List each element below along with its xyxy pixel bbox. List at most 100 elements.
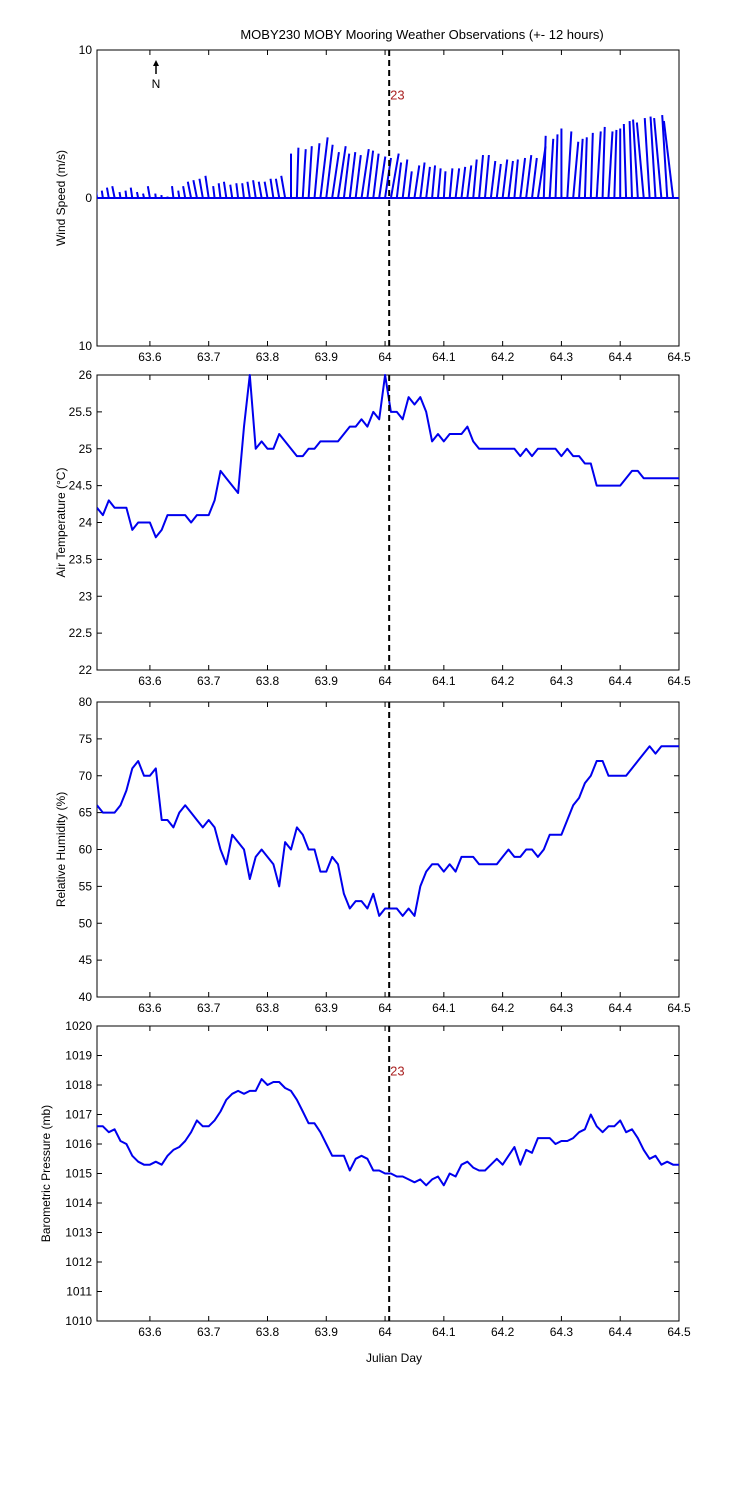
x-tick-label: 63.9: [315, 350, 339, 364]
y-axis-label: Wind Speed (m/s): [54, 150, 68, 246]
x-tick-label: 64.2: [491, 674, 515, 688]
wind-stick: [192, 180, 198, 199]
y-tick-label: 1013: [65, 1226, 92, 1240]
wind-stick: [313, 143, 321, 199]
x-tick-label: 64.3: [550, 350, 574, 364]
x-tick-label: 64.4: [609, 1325, 633, 1339]
wind-stick: [635, 122, 645, 199]
x-tick-label: 64.5: [667, 674, 691, 688]
y-tick-label: 1017: [65, 1108, 92, 1122]
wind-stick: [613, 129, 618, 199]
north-label: N: [152, 77, 161, 91]
wind-stick: [572, 141, 580, 199]
wind-stick: [653, 117, 663, 199]
y-tick-label: 75: [79, 732, 93, 746]
y-tick-label: 1014: [65, 1196, 92, 1210]
wind-stick: [177, 190, 181, 199]
y-tick-label: 22.5: [69, 626, 93, 640]
wind-stick: [182, 185, 187, 199]
wind-stick: [124, 190, 128, 199]
wind-stick: [607, 131, 614, 199]
y-tick-label: 70: [79, 769, 93, 783]
wind-stick: [622, 123, 628, 199]
wind-stick: [419, 162, 426, 199]
x-tick-label: 64.2: [491, 1001, 515, 1015]
wind-stick: [217, 183, 222, 199]
wind-stick: [378, 156, 387, 199]
x-tick-label: 63.9: [315, 1001, 339, 1015]
y-axis-label: Relative Humidity (%): [54, 792, 68, 907]
series-line: [97, 1078, 679, 1187]
wind-stick: [525, 154, 533, 199]
wind-stick: [229, 184, 234, 199]
figure-title: MOBY230 MOBY Mooring Weather Observation…: [240, 27, 603, 42]
y-tick-label: 23: [79, 589, 93, 603]
wind-stick: [366, 150, 375, 199]
wind-stick: [100, 190, 104, 199]
x-tick-label: 64.5: [667, 1325, 691, 1339]
wind-stick: [257, 181, 263, 199]
wind-stick: [589, 132, 594, 199]
wind-stick: [542, 135, 547, 199]
wind-stick: [171, 186, 175, 199]
wind-stick: [489, 160, 497, 199]
wind-stick: [337, 146, 347, 199]
x-tick-label: 64.2: [491, 350, 515, 364]
y-tick-label: 40: [79, 990, 93, 1004]
x-tick-label: 63.6: [138, 674, 162, 688]
y-tick-label: 1010: [65, 1314, 92, 1328]
wind-stick: [460, 166, 467, 199]
wind-stick: [263, 181, 269, 199]
y-tick-label: 1019: [65, 1049, 92, 1063]
x-tick-label: 64.3: [550, 674, 574, 688]
wind-stick: [235, 183, 240, 199]
series-line: [97, 745, 679, 917]
wind-stick: [578, 138, 584, 199]
wind-stick: [301, 149, 307, 199]
wind-stick: [454, 168, 461, 199]
y-tick-label: 10: [79, 339, 93, 353]
panels: 63.6 63.7 63.8 63.9 64 64.1 64.2 64.3 64.4 64.5 10…: [39, 43, 691, 1339]
wind-stick: [531, 157, 538, 199]
day-marker-label: 23: [390, 1063, 404, 1078]
wind-stick: [146, 185, 151, 199]
series-group: [97, 1078, 679, 1187]
wind-stick: [348, 152, 357, 199]
wind-stick: [186, 181, 193, 199]
wind-stick: [442, 171, 447, 199]
wind-stick: [105, 187, 110, 199]
x-tick-label: 64.1: [432, 674, 456, 688]
wind-stick: [548, 138, 555, 199]
x-tick-label: 63.9: [315, 1325, 339, 1339]
wind-stick: [519, 157, 527, 199]
wind-stick: [407, 171, 413, 199]
y-tick-label: 55: [79, 879, 93, 893]
x-tick-label: 64.4: [609, 350, 633, 364]
wind-stick: [448, 168, 454, 199]
y-tick-label: 65: [79, 806, 93, 820]
x-tick-label: 64: [378, 350, 392, 364]
x-tick-label: 63.6: [138, 1325, 162, 1339]
wind-stick: [566, 131, 573, 199]
panel-3: 63.6 63.7 63.8 63.9 64 64.1 64.2 64.3 64.4 64.5 40…: [54, 695, 691, 1015]
y-tick-label: 1011: [66, 1285, 92, 1299]
wind-stick: [129, 187, 134, 199]
x-tick-label: 64.3: [550, 1325, 574, 1339]
y-tick-label: 25: [79, 442, 93, 456]
north-arrowhead-icon: [153, 60, 159, 66]
y-tick-label: 60: [79, 843, 93, 857]
day-marker-label: 23: [390, 87, 404, 102]
wind-stick: [246, 181, 251, 199]
x-tick-label: 64.1: [432, 1001, 456, 1015]
wind-stick: [395, 162, 403, 199]
wind-stick: [466, 165, 473, 199]
wind-stick: [241, 183, 245, 199]
y-tick-label: 25.5: [69, 405, 93, 419]
x-tick-label: 63.8: [256, 350, 280, 364]
y-tick-label: 80: [79, 695, 93, 709]
y-tick-label: 26: [79, 368, 93, 382]
wind-stick: [583, 137, 588, 199]
x-tick-label: 63.7: [197, 1325, 221, 1339]
wind-stick: [154, 193, 157, 199]
